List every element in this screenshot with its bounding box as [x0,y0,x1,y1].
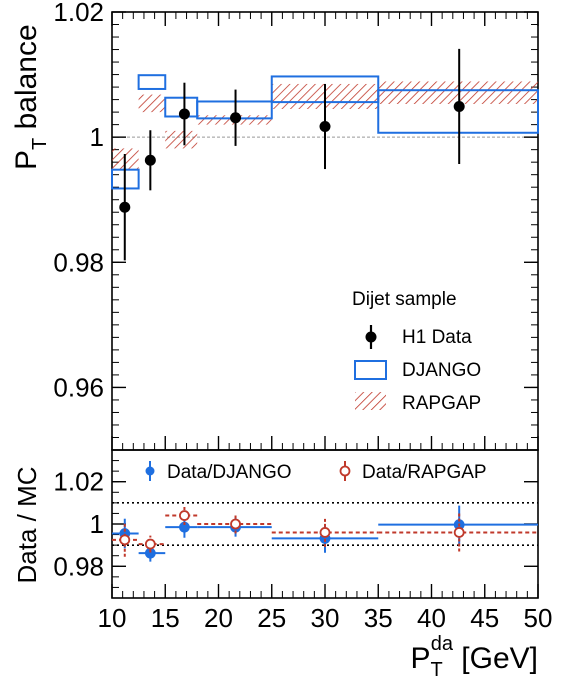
main-plot-frame [111,11,539,451]
x-axis-label: PTda [GeV] [410,633,538,676]
x-label-sub: T [430,659,442,676]
h1-data-point [144,154,156,166]
ratio-panel: 0.98 1 1.02 10 15 20 25 30 35 40 45 50 Data / MC D… [12,449,553,676]
main-y-tick-label: 0.98 [53,247,104,277]
main-legend-title: Dijet sample [352,289,457,310]
ratio-x-tick-label: 10 [98,603,127,633]
h1-data-point [119,201,131,213]
main-legend: Dijet sample H1 Data DJANGO RAPGAP [352,289,481,414]
ratio-x-axis: 10 15 20 25 30 35 40 45 50 [98,584,553,633]
ratio-x-tick-label: 20 [204,603,233,633]
legend-rapgap-hatch [355,392,386,410]
main-y-axis-label: PT balance [10,24,51,170]
rapgap-band [378,81,538,104]
main-y-label-sub: T [29,138,51,150]
data-rapgap-point [230,518,241,530]
main-y-label-rest: balance [10,24,43,137]
ratio-x-tick-label: 25 [257,603,286,633]
h1-data-point [178,108,190,120]
h1-data-point [230,112,242,124]
main-y-tick-label: 0.96 [53,372,104,402]
main-x-axis-ticks [111,12,539,450]
main-y-tick-label: 1.02 [53,0,104,27]
legend-h1-marker [365,331,377,343]
django-box [377,89,539,134]
ratio-legend-django-marker [145,466,155,476]
ratio-x-tick-label: 15 [151,603,180,633]
ratio-x-tick-label: 30 [311,603,340,633]
x-label-rest: [GeV] [453,642,538,675]
ratio-y-tick-label: 1 [90,509,104,539]
main-legend-entry-django: DJANGO [402,360,481,381]
main-y-axis: 0.96 0.98 1 1.02 [53,0,538,451]
main-y-tick-label: 1 [90,122,104,152]
x-label-p: P [410,642,430,675]
x-label-sup: da [431,633,454,655]
data-rapgap-point [319,527,331,538]
main-legend-entry-h1: H1 Data [402,327,472,348]
data-rapgap-point [119,534,131,546]
rapgap-band [138,94,166,113]
ratio-x-tick-label: 45 [470,603,499,633]
main-panel: 0.96 0.98 1 1.02 PT balance Dijet sample H1… [10,0,539,451]
h1-data-series [119,48,465,261]
django-box [137,74,167,90]
ratio-x-tick-label: 40 [417,603,446,633]
h1-data-point [453,100,465,112]
legend-django-box [354,360,387,380]
ratio-y-axis-label: Data / MC [12,466,42,583]
ratio-series [112,505,538,562]
main-legend-entry-rapgap: RAPGAP [402,393,481,414]
ratio-legend-entry-rapgap: Data/RAPGAP [362,462,487,483]
ratio-legend-rapgap-marker [339,465,351,477]
ratio-y-tick-label: 1.02 [53,467,104,497]
ratio-legend-entry-django: Data/DJANGO [167,462,292,483]
rapgap-band [165,130,198,149]
data-rapgap-point [453,527,465,538]
ratio-y-tick-label: 0.98 [53,551,104,581]
data-rapgap-point [144,538,156,550]
h1-data-point [319,121,331,133]
ratio-x-tick-label: 50 [524,603,553,633]
ratio-legend: Data/DJANGO Data/RAPGAP [145,461,487,483]
ratio-reference-lines [112,502,538,546]
main-y-label-p: P [10,150,43,170]
ratio-x-tick-label: 35 [364,603,393,633]
data-rapgap-point [179,510,190,521]
